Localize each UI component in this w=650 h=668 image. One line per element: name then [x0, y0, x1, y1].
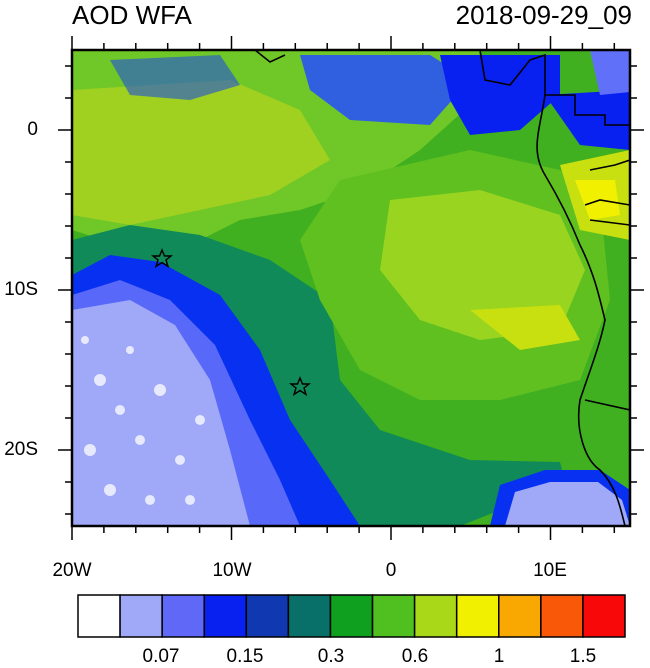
- colorbar-swatch: [413, 594, 458, 638]
- x-tick-label: 10E: [533, 560, 567, 581]
- x-tick-label: 0: [385, 560, 397, 581]
- y-tick-label: 0: [27, 119, 38, 140]
- colorbar-label: 0.3: [317, 646, 345, 667]
- plot-timestamp: 2018-09-29_09: [455, 0, 632, 30]
- x-tick-label: 20W: [52, 560, 92, 581]
- colorbar-label: 1.5: [569, 646, 597, 667]
- colorbar-swatch: [161, 594, 205, 638]
- colorbar-label: 1: [493, 646, 505, 667]
- colorbar-swatch: [245, 594, 290, 638]
- plot-title: AOD WFA: [72, 0, 192, 30]
- axis-ticks: [58, 36, 644, 540]
- x-tick-label: 10W: [212, 560, 252, 581]
- colorbar-swatch: [540, 594, 584, 638]
- colorbar-label: 0.6: [401, 646, 429, 667]
- star-icon: [151, 248, 173, 269]
- colorbar-swatch: [582, 594, 626, 638]
- colorbar-swatch: [77, 594, 121, 638]
- aod-field: [72, 50, 630, 526]
- colorbar: [77, 594, 626, 638]
- colorbar-swatch: [455, 594, 500, 638]
- colorbar-swatch: [371, 594, 416, 638]
- colorbar-label: 0.07: [142, 646, 180, 667]
- colorbar-swatch: [287, 594, 332, 638]
- colorbar-swatch: [119, 594, 163, 638]
- colorbar-label: 0.15: [226, 646, 264, 667]
- colorbar-swatch: [329, 594, 374, 638]
- y-tick-label: 20S: [4, 439, 38, 460]
- y-tick-label: 10S: [4, 279, 38, 300]
- star-icon: [289, 376, 311, 397]
- colorbar-swatch: [498, 594, 542, 638]
- map-frame: [70, 48, 632, 528]
- site-markers: [151, 248, 311, 397]
- coastline: [254, 50, 630, 526]
- colorbar-swatch: [203, 594, 248, 638]
